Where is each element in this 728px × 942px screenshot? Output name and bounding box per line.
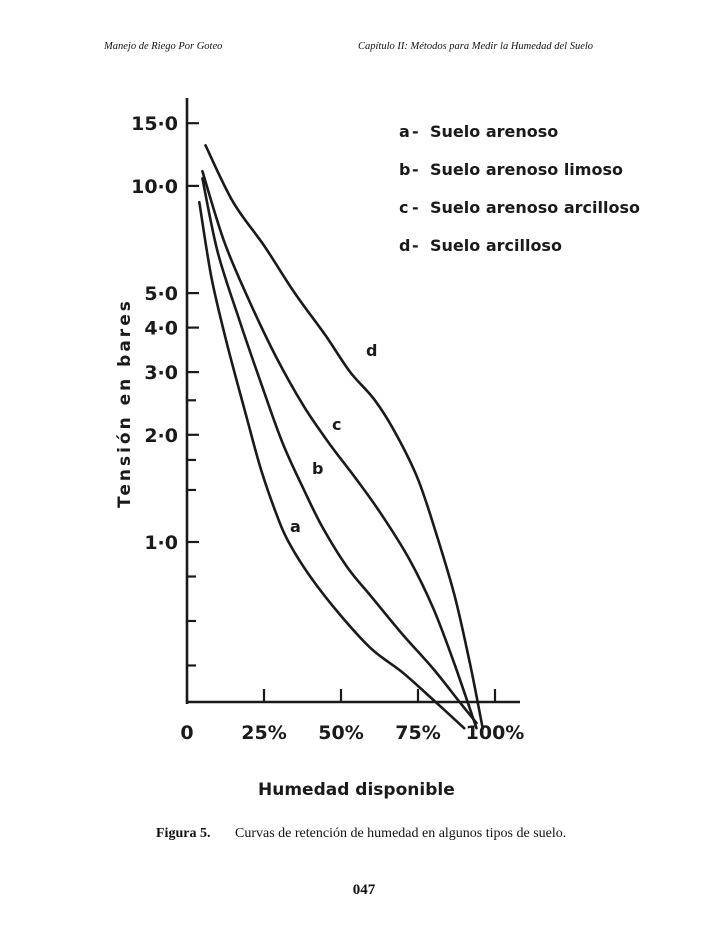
x-ticks: 0 25% 50% 75% 100%	[180, 689, 524, 744]
y-tick-label: 5·0	[144, 283, 178, 305]
page-number: 047	[352, 882, 376, 898]
chart-axes	[185, 98, 520, 704]
y-axis-label: Tensión en bares	[115, 298, 135, 508]
legend-separator: -	[412, 236, 419, 255]
figure-label: Figura 5.	[156, 826, 211, 841]
legend-label-c: Suelo arenoso arcilloso	[430, 198, 640, 217]
running-header-left: Manejo de Riego Por Goteo	[104, 41, 223, 52]
x-tick-label: 100%	[466, 722, 525, 744]
curve-b	[201, 177, 478, 725]
y-tick-label: 3·0	[144, 362, 178, 384]
legend-label-d: Suelo arcilloso	[430, 236, 562, 255]
x-tick-label: 75%	[395, 722, 440, 744]
figure-caption: Curvas de retención de humedad en alguno…	[235, 826, 567, 841]
legend-key-b: b	[399, 160, 410, 179]
curves	[198, 144, 484, 730]
legend-separator: -	[412, 160, 419, 179]
legend-key-d: d	[399, 236, 410, 255]
curve-a	[198, 200, 466, 730]
y-tick-label: 15·0	[131, 113, 178, 135]
x-tick-label: 50%	[318, 722, 363, 744]
running-header-right: Capítulo II: Métodos para Medir la Humed…	[358, 41, 594, 52]
x-tick-label: 25%	[241, 722, 286, 744]
curve-label-d: d	[366, 341, 377, 360]
soil-retention-chart: 15·0 10·0 5·0 4·0 3·0 2·0 1·0 0 25% 50% 75% 100% a…	[115, 98, 640, 800]
y-ticks: 15·0 10·0 5·0 4·0 3·0 2·0 1·0	[131, 113, 199, 554]
legend-key-c: c	[399, 198, 408, 217]
y-tick-label: 10·0	[131, 176, 178, 198]
curve-d	[204, 144, 484, 730]
y-tick-label: 2·0	[144, 425, 178, 447]
curve-label-c: c	[332, 415, 341, 434]
y-minor-ticks	[187, 399, 196, 667]
curve-label-b: b	[312, 459, 323, 478]
y-tick-label: 4·0	[144, 318, 178, 340]
curve-c	[201, 169, 478, 730]
y-tick-label: 1·0	[144, 532, 178, 554]
legend-separator: -	[412, 198, 419, 217]
legend-label-b: Suelo arenoso limoso	[430, 160, 623, 179]
curve-labels: a b c d	[290, 341, 377, 536]
x-tick-label: 0	[180, 722, 193, 744]
legend-key-a: a	[399, 122, 410, 141]
legend-separator: -	[412, 122, 419, 141]
curve-label-a: a	[290, 517, 301, 536]
x-axis-label: Humedad disponible	[258, 780, 455, 800]
legend-label-a: Suelo arenoso	[430, 122, 558, 141]
